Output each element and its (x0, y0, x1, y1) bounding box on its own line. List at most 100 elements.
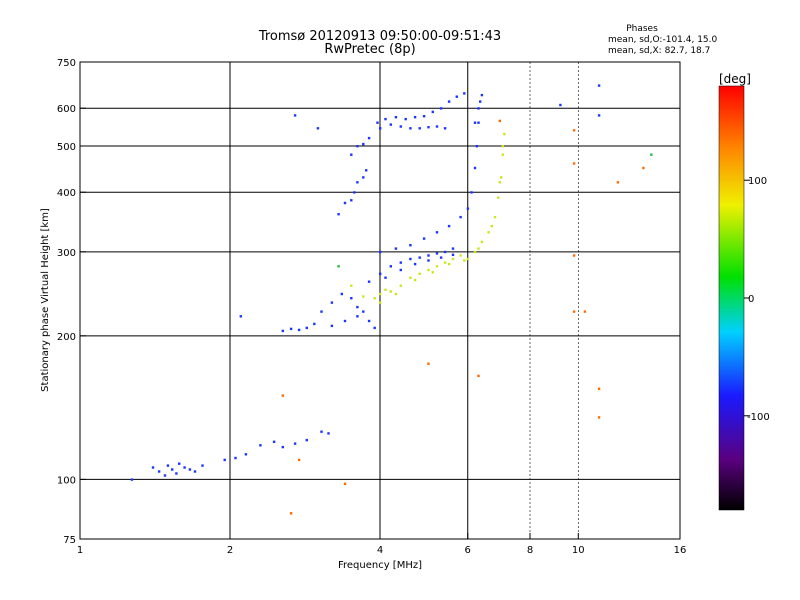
data-point-X (500, 176, 503, 179)
data-point-O (399, 125, 402, 128)
y-tick-label: 400 (57, 188, 76, 199)
data-point-O (188, 468, 192, 471)
data-point-O (473, 166, 477, 170)
data-point-scatter-other (281, 394, 284, 397)
data-point-X (487, 231, 490, 234)
data-point-O (597, 114, 601, 117)
data-point-X (379, 301, 382, 304)
data-point-O (367, 136, 371, 140)
data-point-O (384, 276, 387, 279)
data-point-X (490, 224, 493, 228)
data-point-O (439, 107, 443, 110)
x-tick-label: 1 (77, 545, 83, 556)
data-point-O (239, 315, 242, 318)
data-point-O (399, 261, 402, 264)
data-point-O (305, 438, 308, 442)
data-point-O (356, 181, 359, 184)
data-point-X (501, 145, 504, 148)
data-point-X (459, 254, 462, 257)
colorbar (719, 86, 744, 510)
data-point-scatter-other (597, 387, 601, 390)
data-point-O (435, 231, 439, 234)
data-point-scatter-other (572, 310, 576, 313)
x-tick-label: 4 (377, 545, 383, 556)
data-point-scatter-green (337, 265, 340, 268)
data-point-O (362, 176, 365, 179)
colorbar-tick-label: 0 (748, 294, 754, 305)
x-tick-label: 10 (572, 545, 585, 556)
data-point-O (422, 237, 426, 240)
data-point-O (394, 247, 398, 250)
y-axis-label: Stationary phase Virtual Height [km] (40, 208, 51, 392)
colorbar-label: [deg] (719, 72, 751, 86)
data-point-X (418, 272, 421, 275)
data-point-scatter-other (498, 119, 501, 123)
data-point-O (409, 257, 412, 261)
data-point-scatter-other (427, 362, 430, 365)
data-point-X (384, 288, 387, 291)
data-point-X (497, 196, 500, 199)
data-point-O (350, 153, 353, 156)
data-point-O (477, 121, 480, 124)
data-point-O (470, 191, 473, 194)
data-point-scatter-other (583, 310, 587, 313)
colorbar-ticks: 100 0 -100 (744, 176, 770, 423)
data-point-X (466, 257, 470, 261)
data-point-O (466, 207, 470, 210)
data-point-O (422, 115, 426, 118)
data-point-X (379, 292, 382, 296)
data-point-O (479, 100, 482, 103)
data-point-O (157, 470, 161, 473)
data-point-X (399, 284, 402, 287)
data-point-X (362, 295, 365, 298)
data-point-O (362, 310, 365, 313)
data-point-O (183, 466, 186, 469)
data-point-O (447, 100, 451, 103)
x-tick-label: 6 (465, 545, 471, 556)
data-point-scatter-green (650, 153, 653, 156)
data-point-O (362, 142, 365, 146)
data-point-O (293, 442, 297, 445)
colorbar-tick-label: -100 (747, 412, 770, 423)
data-point-O (166, 464, 170, 467)
data-point-O (259, 444, 262, 447)
data-point-O (293, 114, 297, 117)
x-tick-label: 16 (674, 545, 687, 556)
data-point-O (244, 453, 248, 456)
data-point-O (343, 319, 347, 323)
data-point-O (427, 126, 430, 129)
x-axis: 1 2 4 6 8 10 16 (77, 533, 687, 556)
data-point-O (163, 474, 167, 477)
y-tick-label: 200 (57, 332, 76, 343)
colorbar-tick-label: 100 (748, 176, 767, 187)
data-point-X (447, 262, 451, 266)
data-point-O (353, 191, 356, 194)
data-point-O (559, 103, 562, 107)
data-point-O (367, 319, 371, 323)
data-point-O (379, 250, 382, 254)
data-point-O (201, 464, 204, 467)
data-point-O (409, 127, 412, 130)
data-point-O (427, 259, 430, 262)
data-point-O (281, 445, 284, 449)
data-point-scatter-other (572, 162, 576, 165)
data-point-O (356, 315, 359, 318)
y-tick-label: 600 (57, 104, 76, 115)
data-point-O (289, 327, 293, 331)
data-point-O (447, 224, 451, 228)
data-point-O (597, 84, 601, 87)
data-point-O (343, 201, 347, 205)
phases-header: Phases (626, 24, 658, 34)
data-point-O (316, 127, 320, 130)
y-axis: 75 100 200 300 400 500 600 750 (57, 58, 86, 546)
data-point-O (394, 116, 398, 119)
x-tick-label: 8 (527, 545, 533, 556)
data-point-O (313, 322, 316, 326)
data-point-O (356, 145, 359, 148)
data-point-O (356, 305, 359, 309)
data-point-O (455, 95, 458, 98)
data-point-X (501, 153, 504, 156)
data-point-O (435, 252, 439, 255)
y-tick-label: 100 (57, 475, 76, 486)
data-point-O (175, 472, 178, 475)
